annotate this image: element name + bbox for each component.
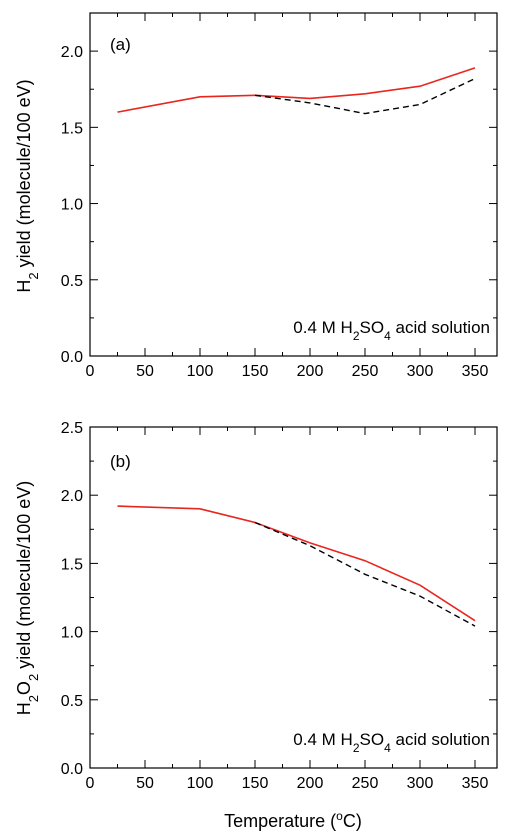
dashed-series-line-b: [254, 521, 476, 627]
x-tick-label-b: 300: [407, 775, 434, 792]
x-axis-title: Temperature (oC): [224, 809, 362, 831]
chart-panel-b: 0 50 100 150 200 250 300 350 0.0 0.5 1.0 1.5 2.0 2.5…: [14, 420, 498, 831]
solid-series-line-a: [117, 67, 476, 113]
y-axis-title-b: H2O2 yield (molecule/100 eV): [14, 481, 41, 716]
ticks-a: [89, 13, 497, 357]
x-tick-label-b: 350: [462, 775, 489, 792]
ticks-b: [89, 426, 497, 769]
series-a: [117, 67, 476, 115]
x-tick-label-b: 100: [187, 775, 214, 792]
x-tick-labels-b: 0 50 100 150 200 250 300 350: [86, 775, 489, 792]
x-tick-labels-a: 0 50 100 150 200 250 300 350: [86, 363, 489, 380]
y-tick-label-a: 0.0: [61, 349, 83, 366]
plot-frame-a: [89, 12, 498, 357]
x-tick-label-a: 100: [187, 363, 214, 380]
y-tick-labels-b: 0.0 0.5 1.0 1.5 2.0 2.5: [61, 420, 83, 778]
x-tick-label-b: 150: [242, 775, 269, 792]
x-tick-label-a: 50: [136, 363, 154, 380]
y-tick-label-a: 0.5: [61, 273, 83, 290]
y-tick-label-b: 0.0: [61, 761, 83, 778]
chart-panel-a: 0 50 100 150 200 250 300 350 0.0 0.5 1.0 1.5 2.0 (a…: [14, 12, 498, 380]
series-b: [117, 505, 476, 627]
y-tick-label-a: 1.5: [61, 120, 83, 137]
y-tick-label-b: 0.5: [61, 693, 83, 710]
y-tick-labels-a: 0.0 0.5 1.0 1.5 2.0: [61, 44, 83, 366]
x-tick-label-b: 250: [352, 775, 379, 792]
x-tick-label-a: 200: [297, 363, 324, 380]
x-tick-label-b: 50: [136, 775, 154, 792]
dashed-series-line-a: [254, 77, 476, 115]
x-tick-label-a: 0: [86, 363, 95, 380]
y-tick-label-b: 2.5: [61, 420, 83, 437]
y-tick-label-b: 1.0: [61, 625, 83, 642]
panel-label-a: (a): [110, 35, 131, 54]
y-tick-label-b: 1.5: [61, 556, 83, 573]
x-tick-label-b: 0: [86, 775, 95, 792]
plot-frame-b: [89, 426, 498, 769]
solid-series-line-b: [117, 505, 476, 622]
x-tick-label-a: 350: [462, 363, 489, 380]
y-tick-label-a: 2.0: [61, 44, 83, 61]
x-tick-label-b: 200: [297, 775, 324, 792]
y-axis-title-a: H2 yield (molecule/100 eV): [14, 79, 41, 292]
x-tick-label-a: 250: [352, 363, 379, 380]
x-tick-label-a: 300: [407, 363, 434, 380]
annotation-a: 0.4 M H2SO4 acid solution: [293, 318, 490, 343]
y-tick-label-b: 2.0: [61, 488, 83, 505]
annotation-b: 0.4 M H2SO4 acid solution: [293, 730, 490, 755]
panel-label-b: (b): [110, 452, 131, 471]
x-tick-label-a: 150: [242, 363, 269, 380]
y-tick-label-a: 1.0: [61, 197, 83, 214]
